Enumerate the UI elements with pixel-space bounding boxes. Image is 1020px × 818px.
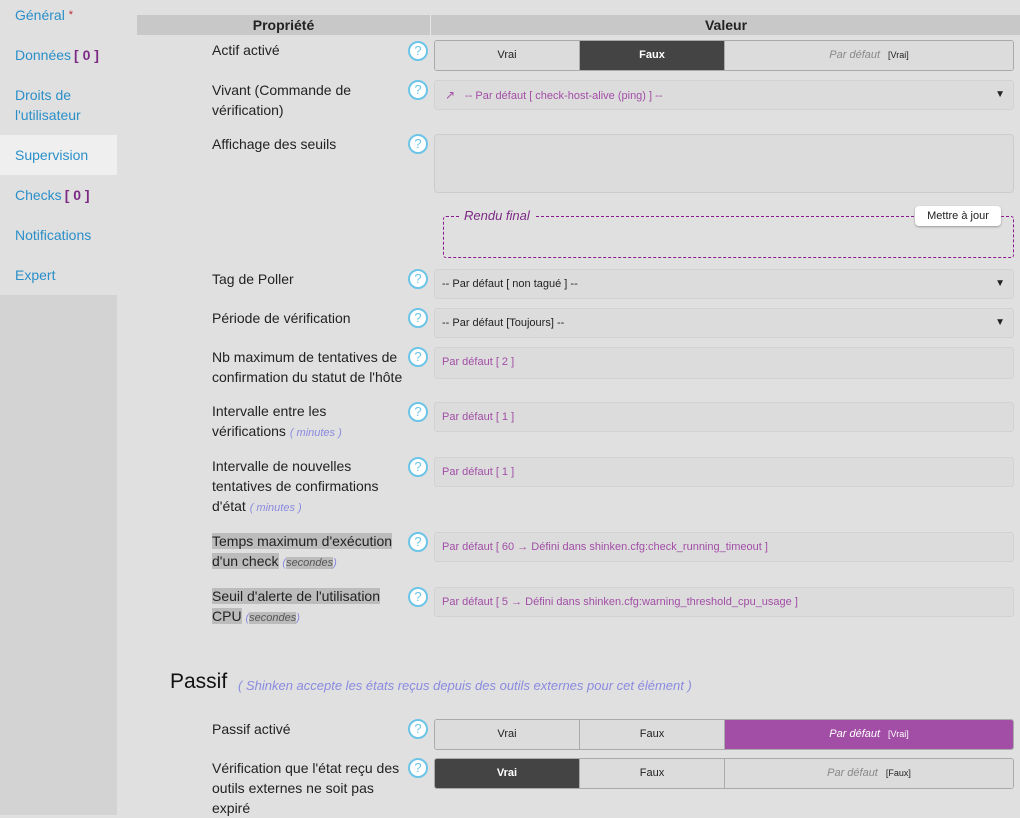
actif-false-button[interactable]: Faux bbox=[580, 41, 725, 70]
freshness-default-button[interactable]: Par défaut [Faux] bbox=[725, 759, 1013, 788]
vivant-select[interactable]: ↗ -- Par défaut [ check-host-alive (ping)… bbox=[434, 80, 1014, 110]
passif-default-button[interactable]: Par défaut [Vrai] bbox=[725, 720, 1013, 749]
unit: ( minutes ) bbox=[289, 427, 342, 439]
selected-value: -- Par défaut [ non tagué ] -- bbox=[442, 278, 578, 290]
retry-interval-input[interactable]: Par défaut [ 1 ] bbox=[434, 457, 1014, 487]
help-icon[interactable]: ? bbox=[408, 41, 428, 61]
update-button[interactable]: Mettre à jour bbox=[915, 206, 1001, 226]
max-attempts-input[interactable]: Par défaut [ 2 ] bbox=[434, 347, 1014, 379]
unit: (secondes) bbox=[245, 612, 300, 624]
periode-select[interactable]: -- Par défaut [Toujours] -- ▼ bbox=[434, 308, 1014, 338]
help-icon[interactable]: ? bbox=[408, 587, 428, 607]
label-periode: Période de vérification bbox=[212, 310, 351, 326]
label-actif: Actif activé bbox=[212, 42, 280, 58]
label-text: CPU bbox=[212, 608, 242, 624]
timeout-input[interactable]: Par défaut [ 60 → Défini dans shinken.cf… bbox=[434, 532, 1014, 562]
interval-input[interactable]: Par défaut [ 1 ] bbox=[434, 402, 1014, 432]
help-icon[interactable]: ? bbox=[408, 758, 428, 778]
unit: ( minutes ) bbox=[249, 502, 302, 514]
default-label: Par défaut bbox=[827, 767, 878, 779]
chevron-down-icon: ▼ bbox=[995, 317, 1005, 328]
label-freshness: Vérification que l'état reçu des outils … bbox=[212, 760, 400, 816]
actif-toggle: Vrai Faux Par défaut [Vrai] bbox=[434, 40, 1014, 71]
sidebar-item-donnees[interactable]: Données[ 0 ] bbox=[0, 45, 117, 65]
help-icon[interactable]: ? bbox=[408, 80, 428, 100]
help-icon[interactable]: ? bbox=[408, 457, 428, 477]
default-value: [Faux] bbox=[885, 768, 911, 778]
default-value: [Vrai] bbox=[888, 729, 909, 739]
label-cpu: Seuil d'alerte de l'utilisation CPU (seco… bbox=[212, 586, 408, 628]
header-property: Propriété bbox=[137, 15, 431, 35]
help-icon[interactable]: ? bbox=[408, 308, 428, 328]
label-text: Intervalle entre les vérifications bbox=[212, 403, 327, 439]
label-max-attempts: Nb maximum de tentatives de confirmation… bbox=[212, 349, 403, 385]
help-icon[interactable]: ? bbox=[408, 402, 428, 422]
passif-false-button[interactable]: Faux bbox=[580, 720, 725, 749]
cpu-input[interactable]: Par défaut [ 5 → Défini dans shinken.cfg… bbox=[434, 587, 1014, 617]
help-icon[interactable]: ? bbox=[408, 719, 428, 739]
label-interval: Intervalle entre les vérifications ( min… bbox=[212, 401, 362, 443]
unit-text: secondes bbox=[249, 612, 297, 624]
label: Droits de l'utilisateur bbox=[15, 87, 81, 123]
default-label: Par défaut bbox=[829, 728, 881, 740]
label-seuils: Affichage des seuils bbox=[212, 136, 337, 152]
sidebar-item-notifications[interactable]: Notifications bbox=[0, 225, 117, 245]
chevron-down-icon: ▼ bbox=[995, 89, 1005, 100]
actif-true-button[interactable]: Vrai bbox=[435, 41, 580, 70]
actif-default-button[interactable]: Par défaut [Vrai] bbox=[725, 41, 1013, 70]
selected-value: -- Par défaut [Toujours] -- bbox=[442, 317, 565, 329]
external-link-icon[interactable]: ↗ bbox=[444, 88, 456, 102]
unit-text: secondes bbox=[286, 557, 334, 569]
required-mark: * bbox=[68, 9, 73, 21]
sidebar-item-expert[interactable]: Expert bbox=[0, 265, 117, 285]
label-text: Seuil d'alerte de l'utilisation bbox=[212, 588, 380, 604]
sidebar-item-supervision[interactable]: Supervision bbox=[0, 135, 117, 175]
unit: (secondes) bbox=[282, 557, 337, 569]
help-icon[interactable]: ? bbox=[408, 134, 428, 154]
label-text: Temps maximum d'exécution bbox=[212, 533, 393, 549]
sidebar-item-droits[interactable]: Droits de l'utilisateur bbox=[0, 85, 100, 125]
help-icon[interactable]: ? bbox=[408, 269, 428, 289]
sidebar-item-checks[interactable]: Checks[ 0 ] bbox=[0, 185, 117, 205]
label-timeout: Temps maximum d'exécution d'un check (sec… bbox=[212, 531, 408, 573]
label: Données bbox=[15, 47, 72, 63]
label-passif-active: Passif activé bbox=[212, 721, 291, 737]
label: Checks bbox=[15, 187, 62, 203]
poller-select[interactable]: -- Par défaut [ non tagué ] -- ▼ bbox=[434, 269, 1014, 299]
label: Notifications bbox=[15, 227, 92, 243]
rendu-final-label: Rendu final bbox=[460, 208, 534, 223]
section-title-passif: Passif bbox=[170, 670, 228, 693]
freshness-false-button[interactable]: Faux bbox=[580, 759, 725, 788]
freshness-toggle: Vrai Faux Par défaut [Faux] bbox=[434, 758, 1014, 789]
count-badge: [ 0 ] bbox=[64, 187, 90, 203]
label-text: Intervalle de nouvelles tentatives de co… bbox=[212, 458, 379, 514]
label: Supervision bbox=[15, 147, 89, 163]
passif-true-button[interactable]: Vrai bbox=[435, 720, 580, 749]
passif-active-toggle: Vrai Faux Par défaut [Vrai] bbox=[434, 719, 1014, 750]
default-label: Par défaut bbox=[829, 49, 881, 61]
label: Expert bbox=[15, 267, 56, 283]
sidebar-item-general[interactable]: Général * bbox=[0, 5, 117, 25]
label-text: d'un check bbox=[212, 553, 279, 569]
label-vivant: Vivant (Commande de vérification) bbox=[212, 82, 352, 118]
header-value: Valeur bbox=[704, 17, 748, 33]
help-icon[interactable]: ? bbox=[408, 532, 428, 552]
label: Général bbox=[15, 7, 65, 23]
seuils-textarea[interactable] bbox=[434, 134, 1014, 193]
chevron-down-icon: ▼ bbox=[995, 278, 1005, 289]
rendu-final-box: Rendu final bbox=[443, 208, 1014, 258]
freshness-true-button[interactable]: Vrai bbox=[435, 759, 580, 788]
section-subtitle: ( Shinken accepte les états reçus depuis… bbox=[238, 678, 692, 693]
help-icon[interactable]: ? bbox=[408, 347, 428, 367]
label-poller: Tag de Poller bbox=[212, 271, 294, 287]
label-retry-interval: Intervalle de nouvelles tentatives de co… bbox=[212, 456, 392, 518]
table-header: Propriété Valeur bbox=[137, 15, 1020, 35]
default-value: [Vrai] bbox=[888, 50, 909, 60]
count-badge: [ 0 ] bbox=[74, 47, 99, 63]
selected-value: -- Par défaut [ check-host-alive (ping) … bbox=[465, 90, 663, 102]
sidebar: Général * Données[ 0 ] Droits de l'utili… bbox=[0, 0, 117, 815]
